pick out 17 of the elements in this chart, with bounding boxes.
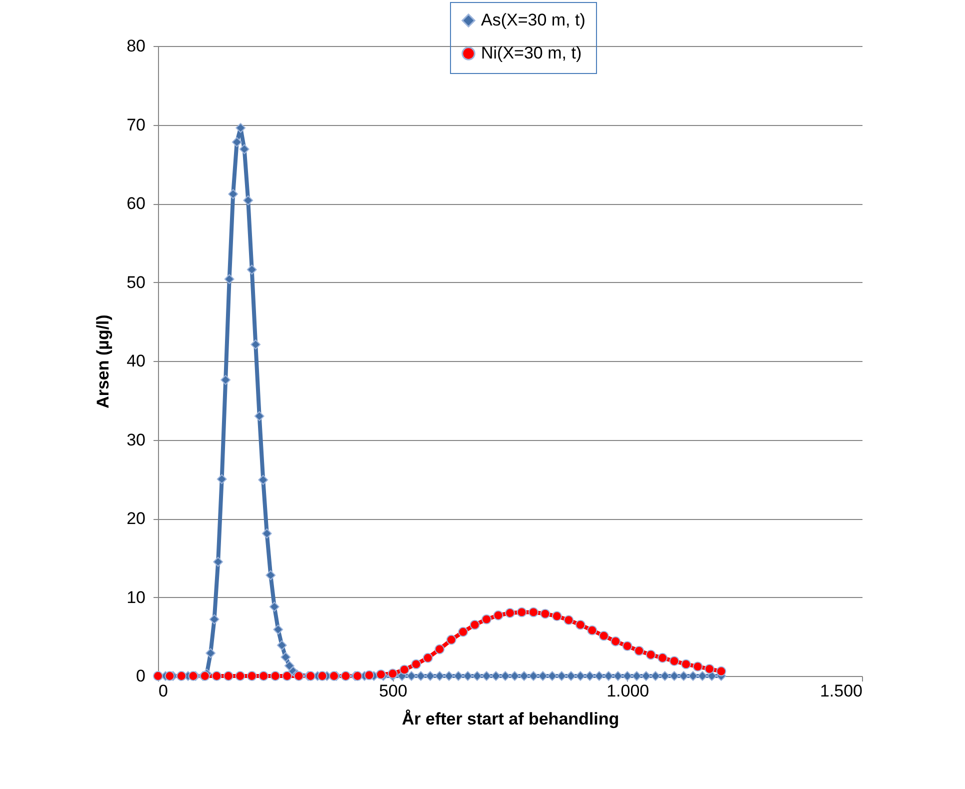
x-tick-label: 500 — [378, 682, 408, 700]
x-tick-label: 0 — [158, 682, 168, 700]
legend-label: Ni(X=30 m, t) — [481, 44, 582, 62]
y-tick-label: 20 — [126, 509, 146, 528]
y-axis-title: Arsen (µg/l) — [94, 314, 113, 408]
y-tick-label: 0 — [136, 666, 146, 686]
x-axis-title: År efter start af behandling — [402, 710, 620, 728]
y-tick-label: 80 — [126, 36, 146, 56]
legend-label: As(X=30 m, t) — [481, 10, 586, 30]
y-tick-label: 50 — [126, 272, 146, 292]
y-tick-label: 30 — [126, 430, 146, 450]
y-tick-label: 40 — [126, 352, 146, 370]
x-tick-label: 1.000 — [606, 682, 650, 700]
y-tick-label: 70 — [126, 115, 146, 134]
y-tick-label: 10 — [126, 588, 146, 607]
y-tick-label: 60 — [126, 194, 146, 213]
x-tick-label: 1.500 — [820, 682, 862, 700]
